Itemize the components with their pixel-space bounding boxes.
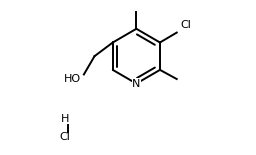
Text: Cl: Cl [180,20,191,30]
Text: HO: HO [64,74,81,84]
Text: Cl: Cl [59,132,70,142]
Text: H: H [61,114,69,124]
Text: N: N [132,79,141,89]
